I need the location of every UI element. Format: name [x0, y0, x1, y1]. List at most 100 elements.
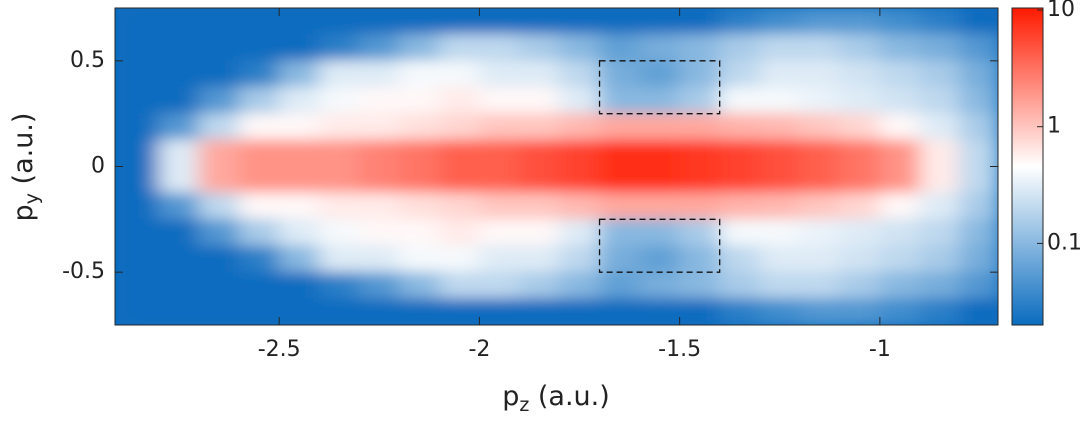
heat-cell: [318, 166, 360, 194]
y-tick-label: 0: [91, 154, 105, 179]
heat-cell: [959, 33, 998, 62]
heat-cell: [398, 192, 440, 220]
heat-cell: [679, 166, 721, 194]
dashed-box: [598, 60, 721, 115]
heat-cell: [118, 139, 160, 167]
heat-cell: [158, 245, 200, 273]
heat-cell: [719, 33, 761, 62]
heat-cell: [919, 139, 961, 167]
heat-cell: [559, 8, 601, 35]
heat-cell: [759, 166, 801, 194]
heat-cell: [959, 298, 998, 325]
heat-cell: [759, 298, 801, 325]
y-axis-label: py (a.u.): [8, 113, 43, 222]
dashed-box: [598, 218, 721, 273]
heat-cell: [358, 192, 400, 220]
heat-cell: [478, 113, 520, 141]
heat-cell: [398, 113, 440, 141]
heat-cell: [959, 60, 998, 88]
heat-cell: [278, 139, 320, 167]
x-tick-label: -2: [468, 337, 490, 362]
heat-cell: [238, 86, 280, 115]
heat-cell: [158, 33, 200, 62]
heat-cell: [599, 139, 641, 167]
heat-cell: [959, 218, 998, 247]
heat-cell: [599, 298, 641, 325]
x-label-sub: z: [519, 394, 529, 416]
heat-cell: [759, 139, 801, 167]
heat-cell: [679, 192, 721, 220]
colorbar: [1011, 7, 1044, 326]
heat-cell: [158, 113, 200, 141]
heat-cell: [839, 298, 881, 325]
heat-cell: [639, 192, 681, 220]
heat-cell: [719, 245, 761, 273]
heat-cell: [559, 86, 601, 115]
heat-cell: [879, 60, 921, 88]
heat-cell: [318, 139, 360, 167]
heat-cell: [158, 218, 200, 247]
heat-cell: [719, 139, 761, 167]
heat-cell: [639, 33, 681, 62]
heat-cell: [398, 60, 440, 88]
heat-cell: [118, 8, 160, 35]
heat-cell: [358, 33, 400, 62]
heat-cell: [518, 139, 561, 167]
heat-cell: [278, 86, 320, 115]
heat-cell: [518, 271, 561, 300]
heat-cell: [799, 8, 841, 35]
heat-cell: [919, 86, 961, 115]
heat-cell: [719, 60, 761, 88]
heat-cell: [398, 218, 440, 247]
heat-cell: [799, 113, 841, 141]
heat-cell: [518, 298, 561, 325]
y-label-unit: (a.u.): [8, 113, 39, 193]
heat-cell: [599, 113, 641, 141]
heat-cell: [879, 298, 921, 325]
heat-cell: [238, 192, 280, 220]
heat-cell: [278, 218, 320, 247]
heat-cell: [839, 8, 881, 35]
colorbar-tick-label: 10: [1047, 0, 1075, 22]
heat-cell: [599, 60, 641, 88]
heat-cell: [679, 245, 721, 273]
heat-cell: [158, 192, 200, 220]
heat-cell: [719, 298, 761, 325]
heat-cell: [398, 86, 440, 115]
heat-cell: [639, 218, 681, 247]
heat-cell: [198, 86, 240, 115]
heat-cell: [358, 271, 400, 300]
heat-cell: [198, 192, 240, 220]
y-tick-label: 0.5: [70, 48, 105, 73]
heat-cell: [318, 86, 360, 115]
heat-cell: [959, 113, 998, 141]
heat-cell: [358, 86, 400, 115]
heat-cell: [118, 113, 160, 141]
heat-cell: [238, 8, 280, 35]
heat-cell: [719, 113, 761, 141]
heat-cell: [318, 218, 360, 247]
heat-cell: [799, 245, 841, 273]
heat-cell: [599, 192, 641, 220]
heat-cell: [559, 245, 601, 273]
heat-cell: [879, 86, 921, 115]
heat-cell: [118, 60, 160, 88]
heat-cell: [559, 271, 601, 300]
heat-cell: [879, 271, 921, 300]
heat-cell: [478, 8, 520, 35]
heat-cell: [679, 298, 721, 325]
heat-cell: [278, 192, 320, 220]
heat-cell: [839, 192, 881, 220]
heat-cell: [118, 218, 160, 247]
heat-cell: [559, 60, 601, 88]
heat-cell: [438, 8, 480, 35]
heat-cell: [879, 139, 921, 167]
heat-cell: [238, 245, 280, 273]
heat-cell: [278, 8, 320, 35]
heat-cell: [278, 298, 320, 325]
heat-cell: [559, 192, 601, 220]
heat-cell: [118, 86, 160, 115]
heat-cell: [478, 139, 520, 167]
heat-cell: [278, 33, 320, 62]
